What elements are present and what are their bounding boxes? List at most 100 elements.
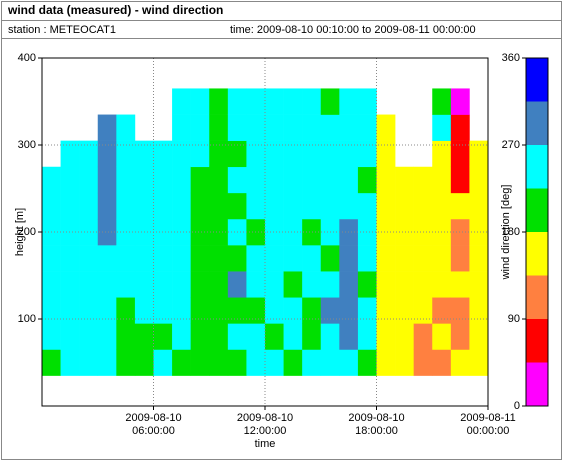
cell (339, 140, 359, 168)
x-tick-label: 2009-08-10 12:00:00 (236, 412, 294, 437)
cell (116, 218, 136, 246)
cell (42, 297, 61, 324)
cell (283, 114, 303, 141)
cell (302, 192, 322, 220)
colorbar-segment (526, 232, 548, 276)
cell (450, 218, 470, 246)
cell (320, 114, 340, 141)
cell (376, 349, 396, 376)
cell (209, 114, 229, 141)
colorbar-segment (526, 319, 548, 363)
cell (42, 192, 61, 220)
cell (432, 349, 452, 376)
cell (357, 323, 377, 350)
cell (246, 88, 266, 115)
cell (376, 271, 396, 298)
cell (172, 271, 191, 298)
colorbar-segment (526, 362, 548, 406)
cell (339, 323, 359, 350)
cell (357, 218, 377, 246)
cell (134, 271, 154, 298)
cell (134, 349, 154, 376)
cell (97, 166, 117, 194)
cell (172, 297, 191, 324)
cell (79, 140, 99, 168)
cell (357, 192, 377, 220)
cell (265, 218, 284, 246)
cell (432, 192, 452, 220)
cell (97, 349, 117, 376)
cell (153, 192, 173, 220)
cell (60, 349, 80, 376)
cell (302, 140, 322, 168)
cell (209, 297, 229, 324)
cell (302, 166, 322, 194)
cell (302, 297, 322, 324)
colorbar-tick-label: 360 (502, 52, 520, 64)
cell (42, 166, 61, 194)
cell (227, 349, 247, 376)
cell (283, 88, 303, 115)
cell (97, 140, 117, 168)
cell (432, 245, 452, 272)
cell (265, 349, 284, 376)
x-tick-label: 2009-08-11 00:00:00 (460, 412, 516, 437)
y-tick-label: 400 (18, 52, 36, 64)
cell (265, 114, 284, 141)
colorbar-tick-label: 180 (502, 226, 520, 238)
cell (320, 192, 340, 220)
cell (246, 297, 266, 324)
cell (246, 349, 266, 376)
cell (227, 245, 247, 272)
cell (357, 271, 377, 298)
cell (432, 323, 452, 350)
cell (172, 323, 191, 350)
cell (60, 218, 80, 246)
y-axis-label: height [m] (14, 208, 26, 256)
cell (227, 271, 247, 298)
cell (172, 349, 191, 376)
cell (413, 349, 433, 376)
cell (432, 271, 452, 298)
cell (116, 192, 136, 220)
cell (209, 192, 229, 220)
cell (339, 271, 359, 298)
cell (339, 297, 359, 324)
colorbar-segment (526, 58, 548, 102)
cell (339, 245, 359, 272)
cell (320, 271, 340, 298)
cell (320, 245, 340, 272)
cell (209, 166, 229, 194)
cell (116, 323, 136, 350)
cell (79, 297, 99, 324)
cell (79, 349, 99, 376)
cell (376, 166, 396, 194)
cell (450, 349, 470, 376)
cell (469, 323, 489, 350)
cell (60, 271, 80, 298)
cell (376, 245, 396, 272)
cell (116, 349, 136, 376)
colorbar-segment (526, 188, 548, 232)
cell (432, 114, 452, 141)
cell (432, 166, 452, 194)
cell (450, 140, 470, 168)
y-tick-label: 100 (18, 313, 36, 325)
cell (469, 349, 489, 376)
cell (432, 297, 452, 324)
cell (79, 245, 99, 272)
cell (320, 323, 340, 350)
cell (190, 218, 210, 246)
cell (450, 323, 470, 350)
cell (79, 218, 99, 246)
cell (395, 297, 414, 324)
cell (450, 192, 470, 220)
time-range: time: 2009-08-10 00:10:00 to 2009-08-11 … (230, 24, 476, 36)
cell (60, 192, 80, 220)
cell (357, 166, 377, 194)
cell (376, 297, 396, 324)
cell (302, 271, 322, 298)
cell (227, 297, 247, 324)
cell (283, 271, 303, 298)
